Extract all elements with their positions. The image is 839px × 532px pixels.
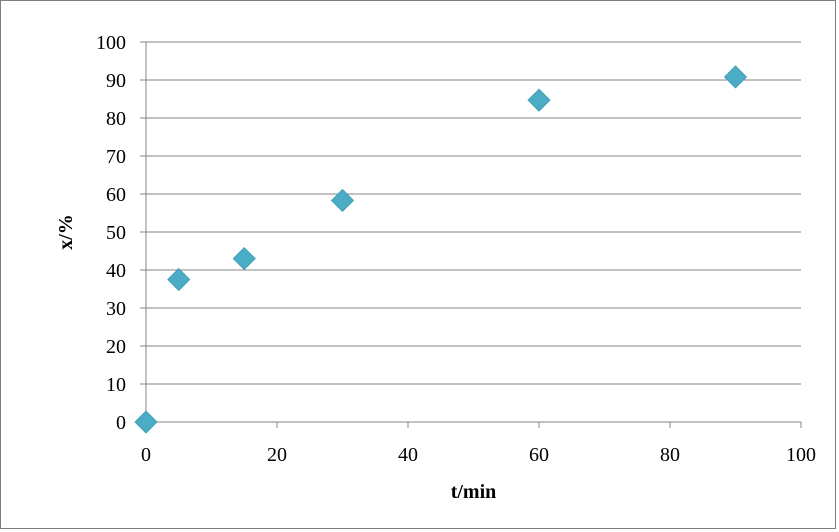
gridlines [146,41,801,385]
y-tick-labels: 0 10 20 30 40 50 60 70 80 90 100 [96,32,126,434]
y-tick-label: 80 [106,108,126,130]
x-tick-labels: 0 20 40 60 80 100 [141,444,816,466]
y-tick-label: 20 [106,336,126,358]
data-point [723,65,748,89]
data-point [330,188,355,213]
axes [140,41,802,428]
x-tick-label: 60 [529,444,549,466]
y-tick-label: 0 [116,412,126,434]
y-tick-label: 30 [106,298,126,320]
data-points [134,65,748,434]
y-axis-title: x/% [55,214,77,250]
x-tick-label: 80 [660,444,680,466]
x-axis-title: t/min [451,481,497,503]
x-tick-label: 100 [786,444,816,466]
y-tick-label: 100 [96,32,126,54]
data-point [167,267,191,292]
data-point [527,88,551,112]
x-tick-label: 0 [141,444,151,466]
x-tick-label: 20 [267,444,287,466]
y-tick-label: 70 [106,146,126,168]
data-point [232,247,256,271]
y-tick-label: 50 [106,222,126,244]
y-tick-label: 90 [106,70,126,92]
y-tick-label: 40 [106,260,126,282]
data-point [134,410,158,434]
y-tick-label: 60 [106,184,126,206]
y-tick-label: 10 [106,374,126,396]
x-tick-label: 40 [398,444,418,466]
